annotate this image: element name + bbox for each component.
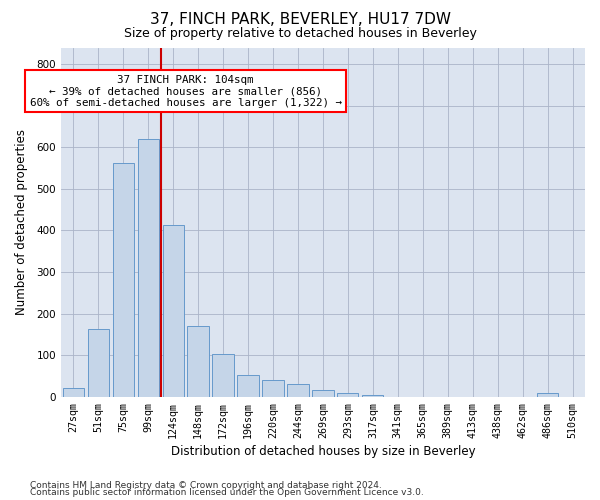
Bar bbox=[287, 384, 308, 396]
Bar bbox=[238, 375, 259, 396]
Bar bbox=[537, 394, 558, 396]
Y-axis label: Number of detached properties: Number of detached properties bbox=[15, 129, 28, 315]
Bar bbox=[137, 140, 159, 396]
Bar bbox=[262, 380, 284, 396]
X-axis label: Distribution of detached houses by size in Beverley: Distribution of detached houses by size … bbox=[170, 444, 475, 458]
Bar bbox=[88, 329, 109, 396]
Text: Contains public sector information licensed under the Open Government Licence v3: Contains public sector information licen… bbox=[30, 488, 424, 497]
Bar bbox=[212, 354, 233, 397]
Bar bbox=[313, 390, 334, 396]
Text: Size of property relative to detached houses in Beverley: Size of property relative to detached ho… bbox=[124, 28, 476, 40]
Bar bbox=[62, 388, 84, 396]
Bar bbox=[337, 392, 358, 396]
Text: 37, FINCH PARK, BEVERLEY, HU17 7DW: 37, FINCH PARK, BEVERLEY, HU17 7DW bbox=[149, 12, 451, 28]
Text: Contains HM Land Registry data © Crown copyright and database right 2024.: Contains HM Land Registry data © Crown c… bbox=[30, 480, 382, 490]
Bar bbox=[163, 225, 184, 396]
Bar bbox=[362, 394, 383, 396]
Text: 37 FINCH PARK: 104sqm
← 39% of detached houses are smaller (856)
60% of semi-det: 37 FINCH PARK: 104sqm ← 39% of detached … bbox=[29, 74, 341, 108]
Bar bbox=[187, 326, 209, 396]
Bar bbox=[113, 162, 134, 396]
